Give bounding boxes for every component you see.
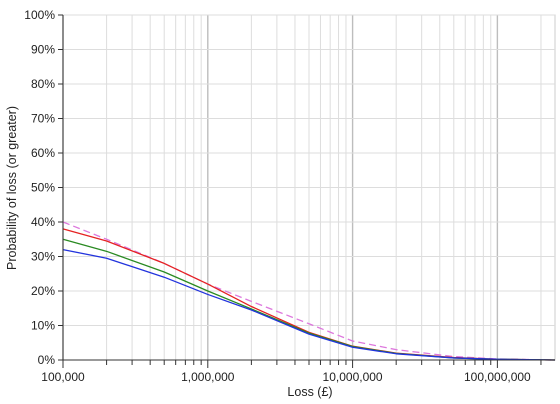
y-tick-label: 80% bbox=[31, 77, 55, 91]
series-lines bbox=[62, 221, 556, 361]
y-tick-label: 40% bbox=[31, 215, 55, 229]
y-tick-label: 90% bbox=[31, 43, 55, 57]
series-line-4 bbox=[62, 248, 556, 361]
y-axis-title: Probability of loss (or greater) bbox=[5, 106, 19, 270]
y-tick-label: 10% bbox=[31, 319, 55, 333]
y-tick-label: 20% bbox=[31, 284, 55, 298]
y-tick-label: 30% bbox=[31, 250, 55, 264]
y-tick-label: 60% bbox=[31, 146, 55, 160]
x-tick-label: 100,000 bbox=[41, 370, 85, 384]
x-tick-label: 10,000,000 bbox=[323, 370, 383, 384]
y-tick-label: 70% bbox=[31, 112, 55, 126]
y-tick-label: 0% bbox=[38, 353, 56, 367]
x-tick-label: 1,000,000 bbox=[181, 370, 235, 384]
tick-labels: 100,000 1,000,000 10,000,000 100,000,000 0% 1… bbox=[24, 8, 531, 384]
axes bbox=[58, 14, 555, 368]
x-axis-title: Loss (£) bbox=[287, 385, 332, 399]
y-tick-label: 50% bbox=[31, 181, 55, 195]
y-tick-label: 100% bbox=[24, 8, 55, 22]
x-tick-label: 100,000,000 bbox=[464, 370, 531, 384]
